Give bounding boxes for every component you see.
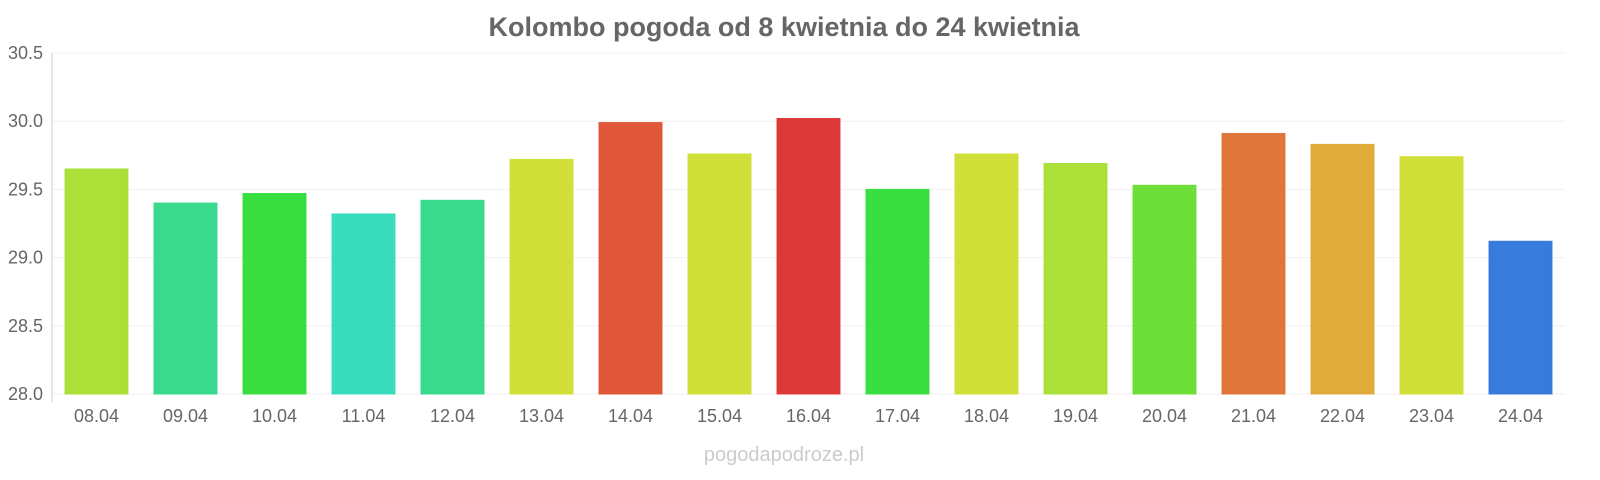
- bar-09.04: [153, 202, 218, 395]
- watermark: pogodapodroze.pl: [704, 444, 864, 466]
- bar-08.04: [64, 168, 129, 395]
- x-tick-label: 20.04: [1142, 406, 1187, 426]
- bar-19.04: [1043, 162, 1108, 395]
- bar-10.04: [242, 192, 307, 395]
- bar-21.04: [1221, 132, 1286, 395]
- bar-20.04: [1132, 184, 1197, 395]
- bar-18.04: [954, 153, 1019, 395]
- x-tick-label: 19.04: [1053, 406, 1098, 426]
- x-tick-label: 17.04: [875, 406, 920, 426]
- bar-22.04: [1310, 143, 1375, 395]
- x-tick-label: 08.04: [74, 406, 119, 426]
- x-tick-label: 22.04: [1320, 406, 1365, 426]
- x-tick-label: 23.04: [1409, 406, 1454, 426]
- bar-16.04: [776, 117, 841, 395]
- x-tick-label: 24.04: [1498, 406, 1543, 426]
- bar-24.04: [1488, 240, 1553, 395]
- chart-title: Kolombo pogoda od 8 kwietnia do 24 kwiet…: [488, 12, 1080, 42]
- y-tick-label: 28.5: [8, 316, 43, 336]
- bar-15.04: [687, 153, 752, 395]
- x-tick-label: 13.04: [519, 406, 564, 426]
- bar-13.04: [509, 158, 574, 395]
- x-tick-label: 12.04: [430, 406, 475, 426]
- bar-14.04: [598, 122, 663, 395]
- y-axis: 28.0 28.5 29.0 29.5 30.0 30.5: [8, 43, 53, 404]
- bar-12.04: [420, 199, 485, 395]
- bar-23.04: [1399, 156, 1464, 395]
- y-tick-label: 29.0: [8, 248, 43, 268]
- bars: [64, 117, 1553, 395]
- x-tick-label: 10.04: [252, 406, 297, 426]
- y-tick-label: 28.0: [8, 384, 43, 404]
- x-tick-label: 14.04: [608, 406, 653, 426]
- bar-17.04: [865, 188, 930, 395]
- y-tick-label: 30.0: [8, 111, 43, 131]
- y-tick-label: 29.5: [8, 179, 43, 199]
- x-tick-label: 18.04: [964, 406, 1009, 426]
- x-tick-label: 11.04: [342, 406, 386, 426]
- y-tick-label: 30.5: [8, 43, 43, 63]
- x-axis: 08.04 09.04 10.04 11.04 12.04 13.04 14.04 15.04…: [74, 406, 1543, 426]
- x-tick-label: 09.04: [163, 406, 208, 426]
- x-tick-label: 15.04: [697, 406, 742, 426]
- bar-11.04: [331, 213, 396, 395]
- x-tick-label: 21.04: [1231, 406, 1276, 426]
- x-tick-label: 16.04: [786, 406, 831, 426]
